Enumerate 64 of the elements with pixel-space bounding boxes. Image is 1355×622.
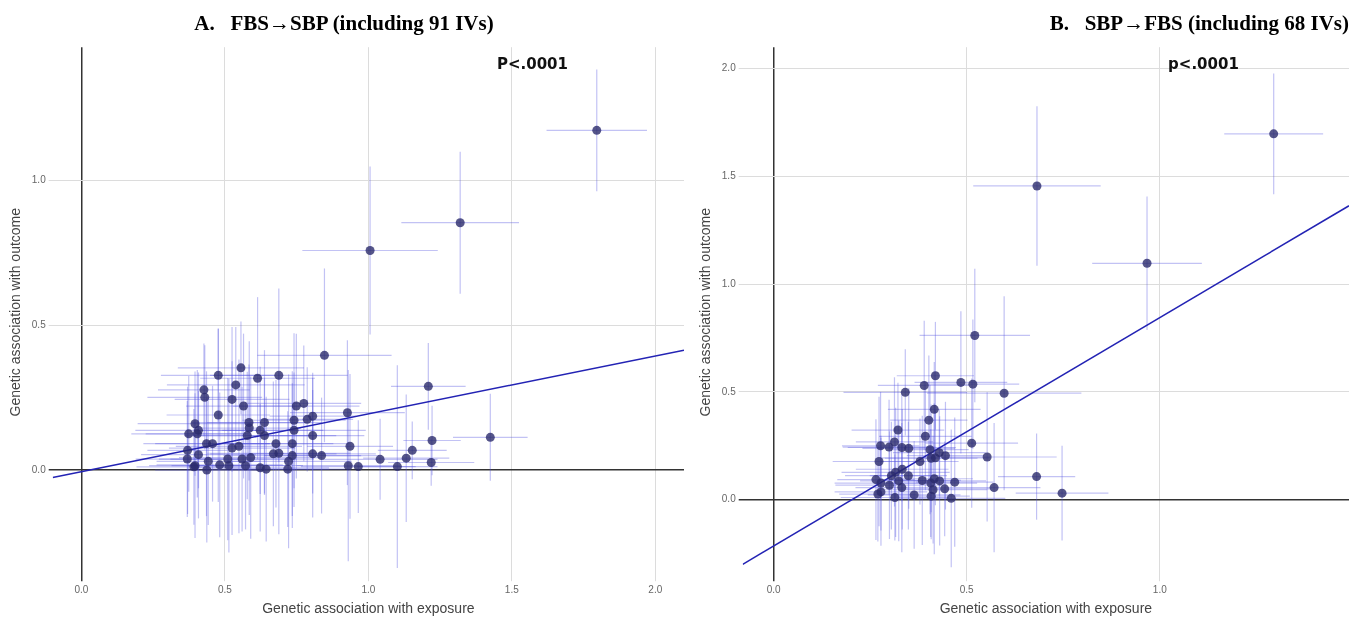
x-tick-label: 0.0 <box>74 583 89 595</box>
y-tick-label: 0.0 <box>31 463 47 475</box>
point <box>919 380 929 390</box>
point <box>1057 488 1067 498</box>
point <box>903 471 913 481</box>
point <box>989 483 999 493</box>
point <box>884 442 894 452</box>
point <box>926 453 936 463</box>
point <box>968 379 978 389</box>
x-axis-title: Genetic association with exposure <box>262 600 475 617</box>
point <box>871 475 881 485</box>
chart-title: A. FBS→SBP (including 91 IVs) <box>194 11 494 36</box>
point <box>897 483 907 493</box>
x-axis-title: Genetic association with exposure <box>939 600 1153 617</box>
x-tick-label: 1.0 <box>361 583 376 595</box>
point <box>930 371 940 381</box>
annotation: p<.0001 <box>1168 55 1239 74</box>
point <box>967 438 977 448</box>
y-tick-label: 1.5 <box>721 170 737 182</box>
point <box>982 452 992 462</box>
x-tick-label: 0.5 <box>217 583 233 595</box>
point <box>926 491 936 501</box>
y-tick-label: 1.0 <box>721 277 737 289</box>
point <box>890 492 900 502</box>
point <box>940 484 950 494</box>
annotation: P<.0001 <box>496 55 568 74</box>
point <box>886 471 896 481</box>
point <box>950 477 960 487</box>
point <box>1032 472 1042 482</box>
point <box>1269 129 1279 139</box>
point <box>909 490 919 500</box>
y-axis-title: Genetic association with outcome <box>7 207 24 417</box>
x-tick-label: 0.0 <box>766 583 781 595</box>
y-tick-label: 0.5 <box>721 385 737 397</box>
point <box>1032 181 1042 191</box>
point <box>876 441 886 451</box>
point <box>924 415 934 425</box>
point <box>893 425 903 435</box>
x-tick-label: 0.5 <box>959 583 975 595</box>
point <box>900 387 910 397</box>
point <box>884 480 894 490</box>
point <box>874 457 884 467</box>
point <box>935 476 945 486</box>
point <box>999 388 1009 398</box>
x-tick-label: 1.5 <box>504 583 520 595</box>
chart-title: B. SBP→FBS (including 68 IVs) <box>1049 11 1349 36</box>
x-tick-label: 2.0 <box>648 583 663 595</box>
point <box>946 493 956 503</box>
point <box>970 330 980 340</box>
point <box>929 404 939 414</box>
point <box>1142 258 1152 268</box>
point <box>925 445 935 455</box>
point <box>894 476 904 486</box>
y-tick-label: 1.0 <box>31 174 47 186</box>
point <box>897 443 907 452</box>
point <box>956 377 966 387</box>
y-axis-title: Genetic association with outcome <box>697 207 714 417</box>
y-tick-label: 2.0 <box>721 62 737 74</box>
point <box>915 457 925 467</box>
y-tick-label: 0.5 <box>31 318 47 330</box>
point <box>920 431 930 441</box>
x-tick-label: 1.0 <box>1152 583 1168 595</box>
point <box>917 475 927 485</box>
y-tick-label: 0.0 <box>721 493 737 505</box>
